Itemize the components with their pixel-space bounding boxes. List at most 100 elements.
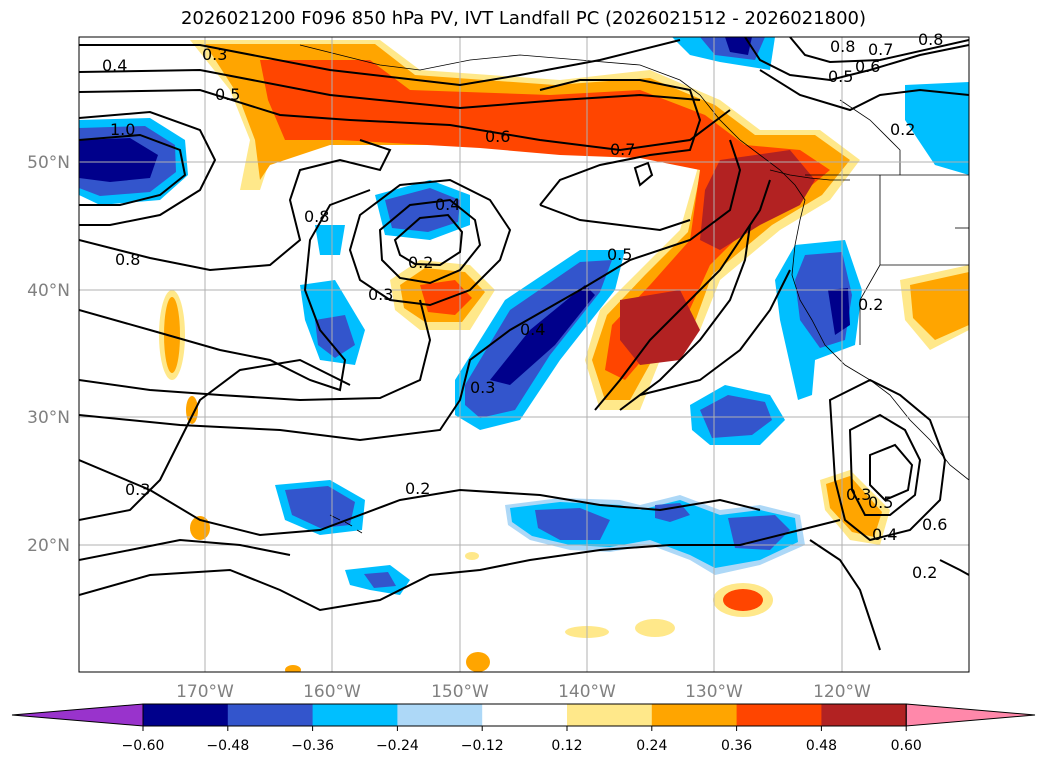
contour-line — [79, 538, 291, 561]
negative-anomaly-fill — [535, 508, 610, 540]
contour-labels: 0.4 0.3 0.5 1.0 0.6 0.7 0.8 0.7 0.8 0.6 … — [102, 30, 947, 582]
contour-line — [633, 161, 654, 187]
contour-label: 0.2 — [405, 479, 430, 498]
contour-label: 0.3 — [470, 378, 495, 397]
contour-label: 0.8 — [115, 250, 140, 269]
contour-line — [79, 358, 351, 521]
contour-label: 0.3 — [202, 45, 227, 64]
lon-label: 170°W — [176, 682, 234, 702]
colorbar-tick-label: −0.24 — [376, 738, 419, 754]
contour-label: 0.4 — [102, 56, 127, 75]
lat-label: 50°N — [27, 153, 70, 173]
contour-line — [744, 37, 969, 82]
contour-label: 0.8 — [918, 30, 943, 49]
colorbar-segment — [567, 704, 653, 726]
contour-label: 0.7 — [868, 40, 893, 59]
contour-lines — [79, 37, 969, 651]
lat-label: 30°N — [27, 408, 70, 428]
negative-anomaly-fill — [364, 572, 396, 588]
colorbar-tick-label: 0.36 — [721, 738, 752, 754]
colorbar-segment — [736, 704, 822, 726]
contour-line — [348, 178, 512, 307]
colorbar: −0.60 −0.48 −0.36 −0.24 −0.12 0.12 0.24 0.36 0.4… — [11, 703, 1036, 754]
positive-anomaly-fill — [700, 150, 815, 250]
contour-label: 0.3 — [368, 285, 393, 304]
contour-line — [939, 559, 969, 576]
colorbar-segment — [143, 704, 229, 726]
positive-anomaly-fill — [465, 552, 479, 560]
lon-label: 150°W — [431, 682, 489, 702]
contour-label: 0.2 — [890, 120, 915, 139]
contour-label: 0.2 — [858, 295, 883, 314]
contour-line — [79, 139, 742, 442]
contour-label: 0.6 — [855, 57, 880, 76]
contour-line — [79, 39, 681, 87]
contour-line — [759, 69, 969, 112]
contour-label: 0.5 — [828, 67, 853, 86]
contour-label: 0.7 — [610, 140, 635, 159]
negative-anomaly-fill — [725, 37, 752, 55]
negative-anomaly-fill — [285, 486, 355, 528]
colorbar-segment — [651, 704, 738, 726]
colorbar-segment — [482, 704, 568, 726]
map-frame — [78, 36, 970, 673]
negative-anomaly-fill — [905, 82, 969, 175]
contour-line — [789, 37, 969, 64]
contour-label: 0.4 — [872, 525, 897, 544]
colorbar-extend-min — [11, 703, 144, 727]
positive-anomaly-fill — [186, 396, 198, 424]
contour-line — [848, 413, 922, 516]
coastline — [299, 44, 969, 481]
contour-label: 0.8 — [830, 37, 855, 56]
contour-line — [828, 378, 947, 542]
graticule — [79, 37, 969, 672]
shaded-fields — [79, 37, 969, 672]
colorbar-tick-label: 0.12 — [551, 738, 582, 754]
contour-label: 0.6 — [485, 127, 510, 146]
contour-line — [393, 213, 464, 267]
latitude-labels: 50°N 40°N 30°N 20°N — [27, 153, 70, 556]
contour-label: 0.2 — [912, 563, 937, 582]
contour-line — [594, 179, 771, 411]
longitude-labels: 170°W 160°W 150°W 140°W 130°W 120°W — [176, 682, 871, 702]
positive-anomaly-fill — [635, 619, 675, 637]
contour-label: 0.6 — [922, 515, 947, 534]
colorbar-tick-label: 0.60 — [891, 738, 922, 754]
colorbar-segment — [397, 704, 483, 726]
contour-line — [79, 299, 432, 402]
positive-anomaly-fill — [910, 272, 969, 340]
negative-anomaly-fill — [79, 138, 158, 182]
colorbar-tick-label: −0.60 — [122, 738, 165, 754]
lon-label: 130°W — [685, 682, 743, 702]
contour-label: 0.5 — [215, 85, 240, 104]
positive-anomaly-fill — [723, 589, 763, 611]
contour-line — [79, 189, 371, 392]
lon-label: 140°W — [558, 682, 616, 702]
contour-line — [79, 139, 392, 272]
colorbar-segment — [312, 704, 398, 726]
map-title: 2026021200 F096 850 hPa PV, IVT Landfall… — [180, 8, 867, 29]
contour-line — [79, 133, 187, 206]
contour-line — [539, 79, 702, 206]
colorbar-tick-label: −0.48 — [206, 738, 249, 754]
contour-label: 0.5 — [607, 245, 632, 264]
positive-anomaly-fill — [826, 476, 882, 537]
contour-label: 0.5 — [868, 493, 893, 512]
contour-line — [869, 443, 914, 502]
negative-anomaly-fill — [828, 288, 850, 335]
contour-line — [809, 539, 881, 651]
colorbar-tick-label: 0.24 — [636, 738, 667, 754]
contour-label: 0.2 — [408, 253, 433, 272]
positive-anomaly-fill — [164, 297, 180, 373]
colorbar-outline — [142, 703, 907, 727]
negative-anomaly-fill — [490, 285, 595, 385]
contour-line — [619, 224, 751, 411]
colorbar-tick-label: −0.36 — [291, 738, 334, 754]
contour-label: 0.3 — [846, 485, 871, 504]
contour-line — [79, 110, 217, 226]
lon-label: 160°W — [303, 682, 361, 702]
lat-label: 20°N — [27, 536, 70, 556]
contour-label: 0.3 — [125, 480, 150, 499]
coastline — [769, 169, 850, 181]
